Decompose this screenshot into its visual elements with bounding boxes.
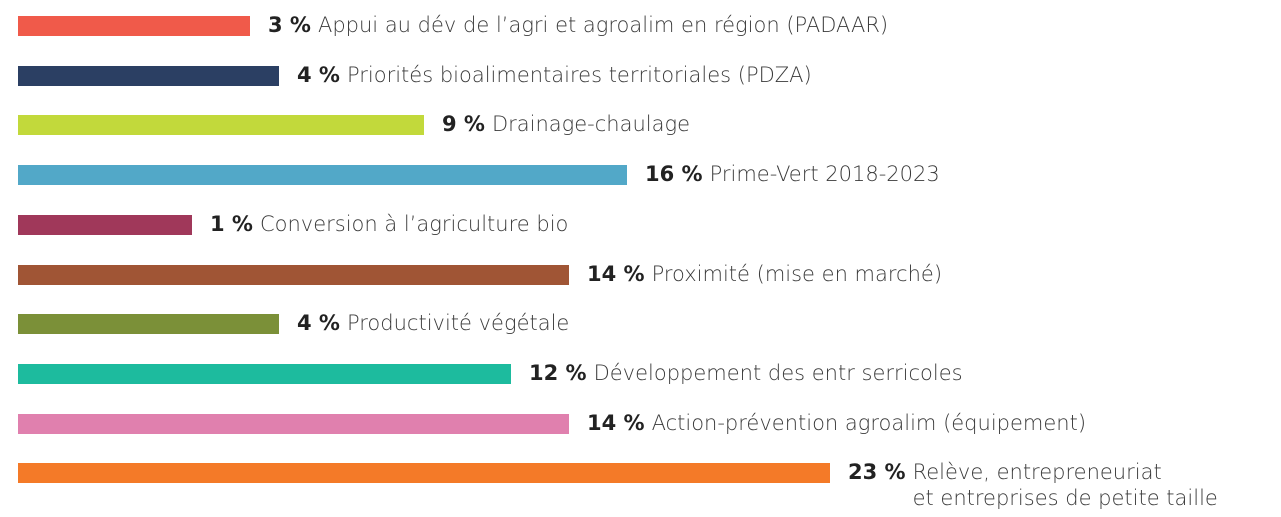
bar-label: 1 % Conversion à l’agriculture bio <box>210 211 568 237</box>
category-label: Développement des entr serricoles <box>593 360 963 385</box>
value-label: 23 % <box>848 460 906 485</box>
bar <box>18 65 279 86</box>
bar-label: 16 % Prime-Vert 2018-2023 <box>645 161 940 187</box>
bar <box>18 413 569 434</box>
bar-label: 14 % Action-prévention agroalim (équipeme… <box>587 410 1086 436</box>
bar-label: 3 % Appui au dév de l’agri et agroalim en… <box>268 12 888 38</box>
bar <box>18 463 830 484</box>
bar-label: 4 % Productivité végétale <box>297 310 569 336</box>
value-label: 16 % <box>645 162 703 187</box>
category-label: Appui au dév de l’agri et agroalim en ré… <box>317 13 889 37</box>
value-label: 3 % <box>268 13 311 37</box>
bar <box>18 115 424 136</box>
value-label: 4 % <box>297 62 340 87</box>
category-label: Drainage-chaulage <box>491 112 691 137</box>
value-label: 4 % <box>297 311 340 336</box>
bar <box>18 165 627 186</box>
value-label: 12 % <box>529 360 587 385</box>
category-label: Relève, entrepreneuriat et entreprises d… <box>912 460 1218 511</box>
category-label: Productivité végétale <box>346 311 570 336</box>
value-label: 14 % <box>587 261 645 286</box>
value-label: 9 % <box>442 112 485 137</box>
bar <box>18 16 250 36</box>
category-label: Conversion à l’agriculture bio <box>259 211 569 236</box>
bar <box>18 314 279 335</box>
bar-label: 12 % Développement des entr serricoles <box>529 360 963 386</box>
bar-label: 23 % Relève, entrepreneuriat et entrepris… <box>848 459 1218 511</box>
category-label: Action-prévention agroalim (équipement) <box>651 410 1087 435</box>
category-label: Prime-Vert 2018-2023 <box>709 162 940 187</box>
value-label: 1 % <box>210 211 253 236</box>
bar <box>18 264 569 285</box>
bar-label: 9 % Drainage-chaulage <box>442 111 690 137</box>
value-label: 14 % <box>587 410 645 435</box>
bar-label: 14 % Proximité (mise en marché) <box>587 261 942 287</box>
category-label: Proximité (mise en marché) <box>651 261 943 286</box>
bar <box>18 363 511 384</box>
bar-label: 4 % Priorités bioalimentaires territorial… <box>297 62 812 88</box>
category-label: Priorités bioalimentaires territoriales … <box>346 62 812 87</box>
bar <box>18 214 192 235</box>
